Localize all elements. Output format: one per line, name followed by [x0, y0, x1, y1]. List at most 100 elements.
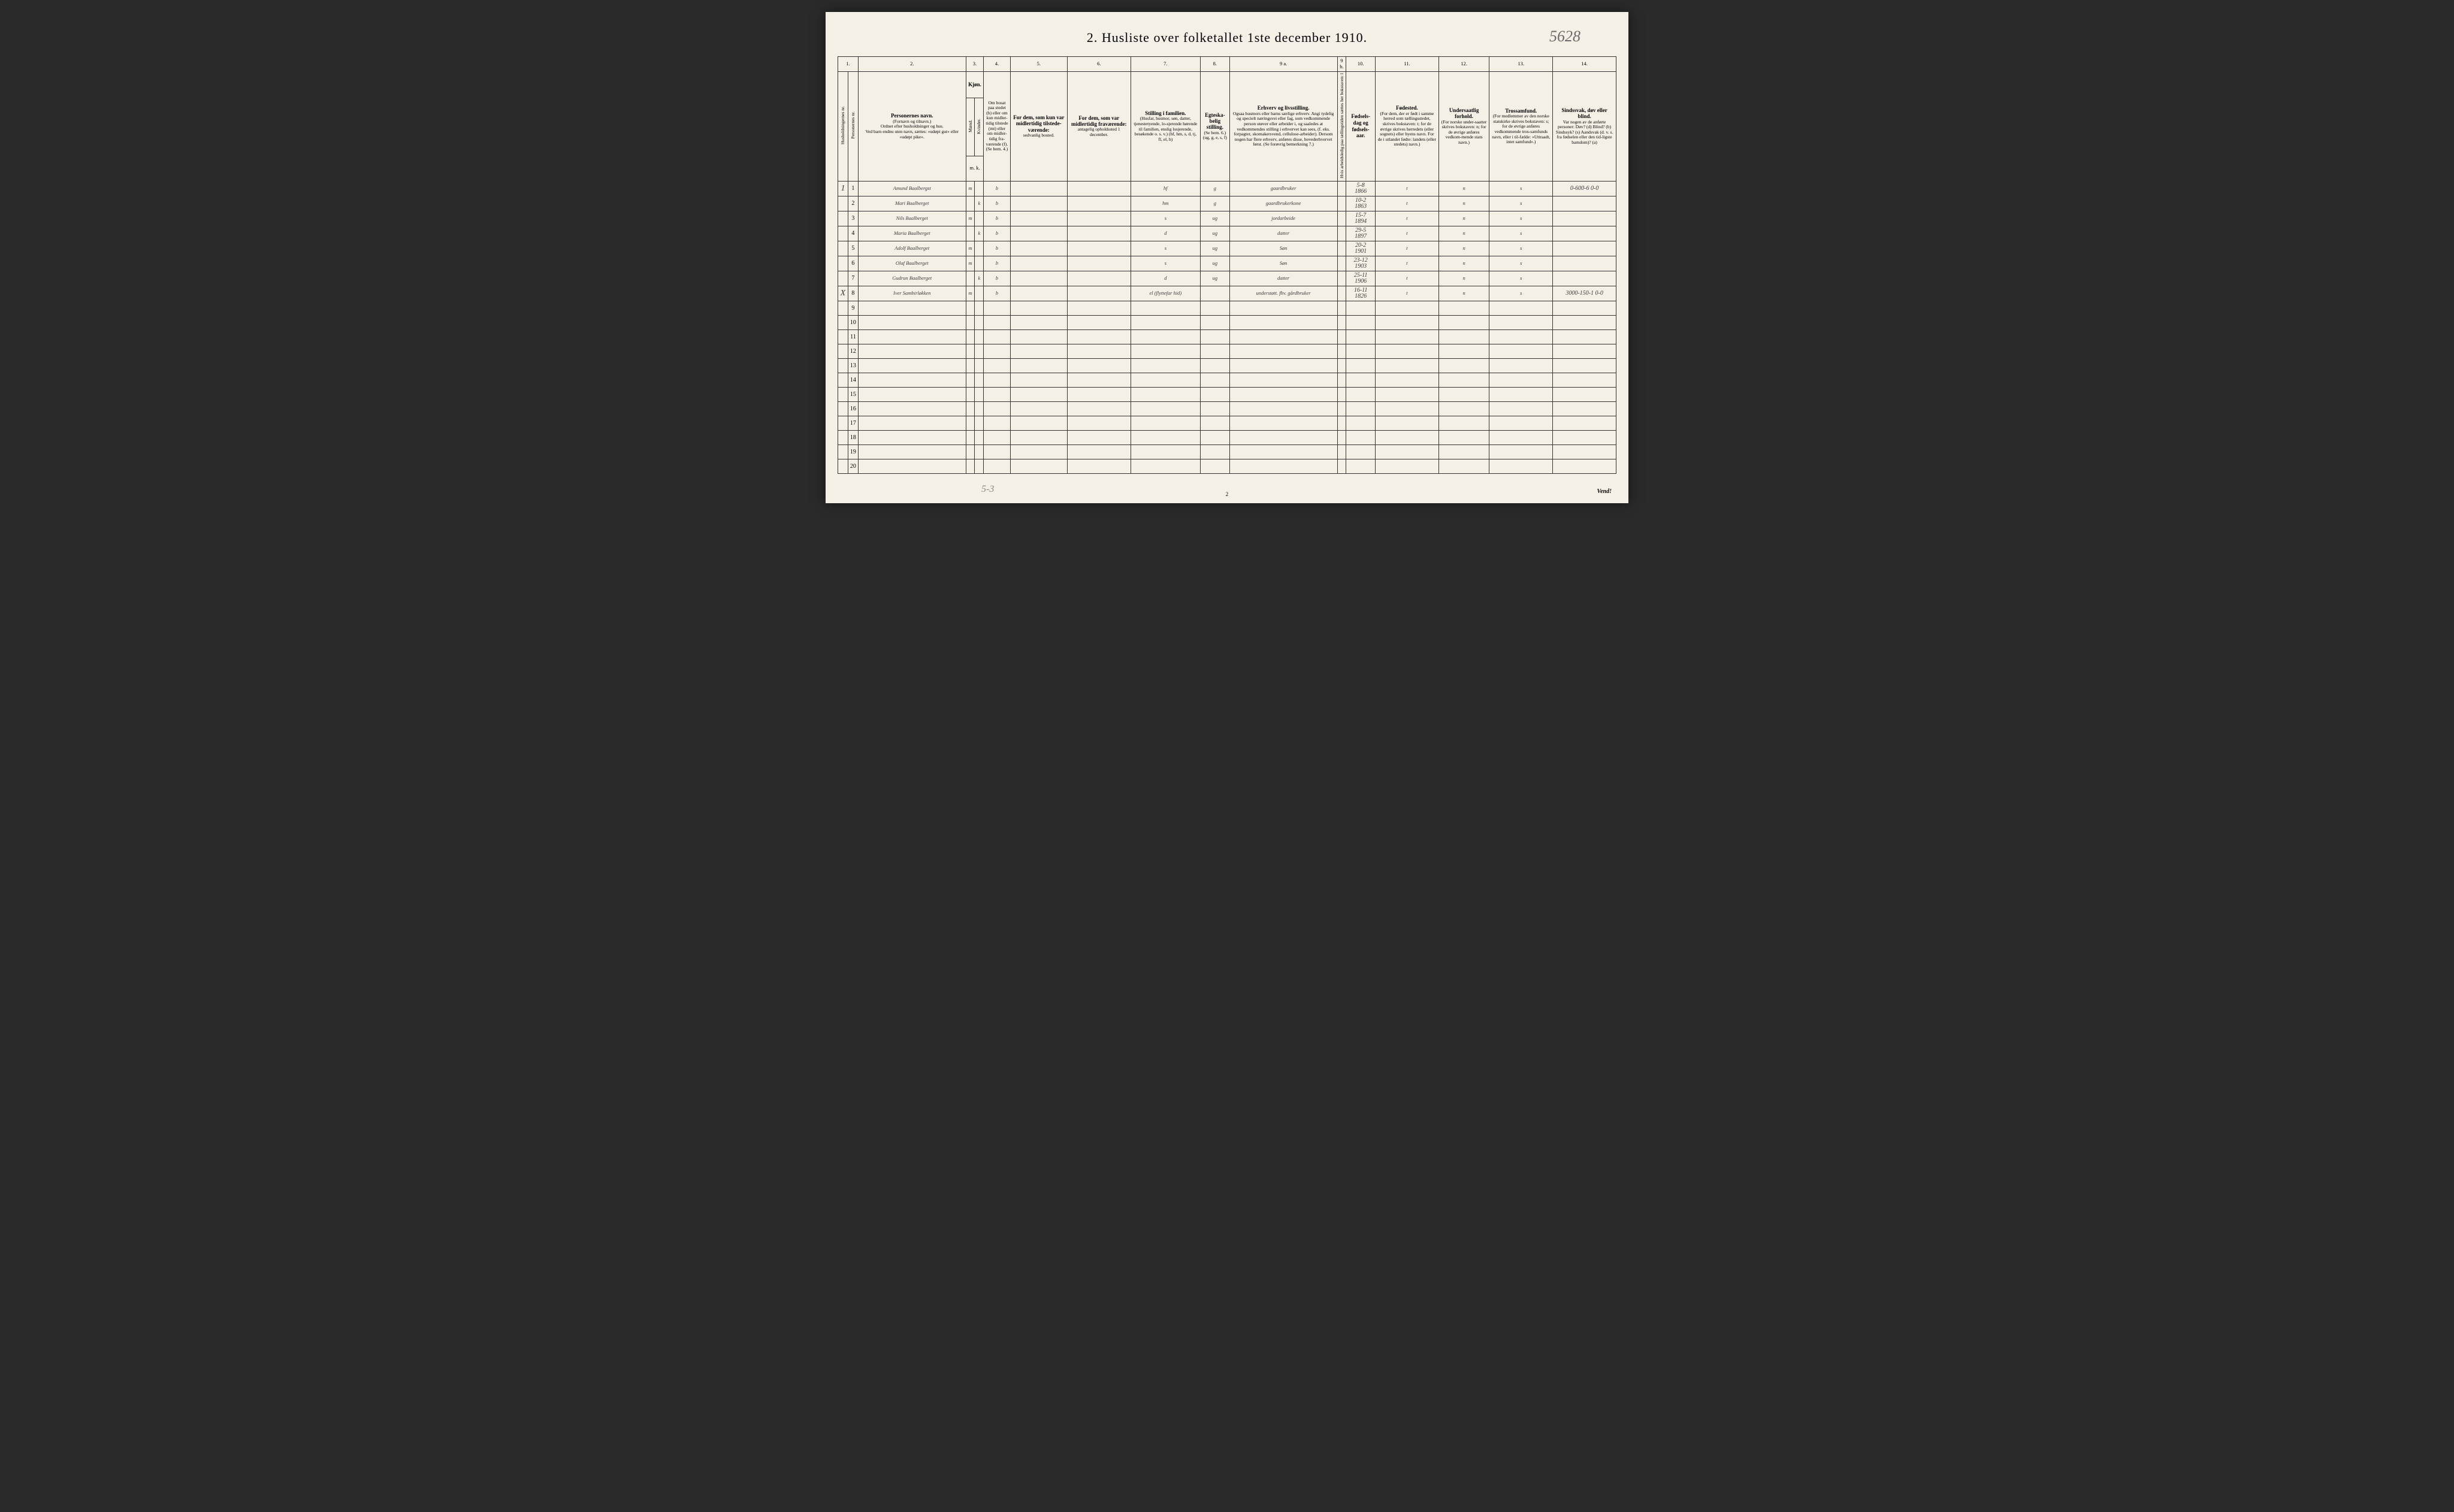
cell-empty [984, 329, 1010, 344]
cell-empty [966, 344, 975, 358]
cell-empty [1337, 416, 1346, 430]
cell-pn: 2 [848, 196, 858, 211]
cell-c9b [1337, 181, 1346, 196]
cell-c12: n [1438, 196, 1489, 211]
colnum: 14. [1553, 57, 1616, 72]
cell-empty [1337, 358, 1346, 373]
cell-empty [1375, 344, 1438, 358]
cell-pn: 17 [848, 416, 858, 430]
cell-empty [1010, 444, 1067, 459]
cell-empty [1337, 401, 1346, 416]
cell-pn: 16 [848, 401, 858, 416]
cell-pn: 11 [848, 329, 858, 344]
cell-empty [984, 444, 1010, 459]
cell-c9b [1337, 241, 1346, 256]
cell-empty [1010, 344, 1067, 358]
cell-hh [838, 315, 848, 329]
cell-empty [966, 416, 975, 430]
cell-hh [838, 271, 848, 286]
cell-c7: s [1131, 256, 1200, 271]
cell-c14 [1553, 196, 1616, 211]
cell-hh [838, 416, 848, 430]
cell-empty [858, 401, 966, 416]
colnum: 4. [984, 57, 1010, 72]
cell-empty [1229, 373, 1337, 387]
cell-c5 [1010, 271, 1067, 286]
cell-sex-m [966, 226, 975, 241]
cell-empty [1337, 344, 1346, 358]
cell-empty [858, 459, 966, 473]
cell-empty [1553, 430, 1616, 444]
cell-c8: ug [1201, 226, 1230, 241]
cell-empty [1131, 315, 1200, 329]
cell-empty [1010, 373, 1067, 387]
table-row: 19 [838, 444, 1616, 459]
cell-empty [1375, 329, 1438, 344]
cell-hh [838, 226, 848, 241]
cell-empty [984, 358, 1010, 373]
cell-name: Amund Baalbergst [858, 181, 966, 196]
cell-empty [1229, 401, 1337, 416]
cell-empty [858, 416, 966, 430]
hdr-c8: Egteska-belig stilling. (Se bem. 6.) (ug… [1201, 71, 1230, 181]
cell-c8: ug [1201, 241, 1230, 256]
cell-empty [1337, 329, 1346, 344]
cell-empty [1131, 430, 1200, 444]
cell-empty [1438, 358, 1489, 373]
cell-c7: d [1131, 226, 1200, 241]
cell-empty [975, 459, 984, 473]
cell-empty [1337, 459, 1346, 473]
cell-empty [1067, 387, 1131, 401]
cell-sex-k [975, 211, 984, 226]
cell-empty [1131, 358, 1200, 373]
cell-pn: 8 [848, 286, 858, 301]
cell-sex-k [975, 181, 984, 196]
cell-empty [1131, 301, 1200, 315]
cell-empty [966, 373, 975, 387]
cell-empty [975, 329, 984, 344]
cell-empty [1201, 459, 1230, 473]
cell-empty [984, 416, 1010, 430]
cell-empty [1201, 430, 1230, 444]
cell-pn: 7 [848, 271, 858, 286]
cell-empty [975, 430, 984, 444]
cell-empty [1553, 459, 1616, 473]
cell-empty [1553, 315, 1616, 329]
cell-c6 [1067, 226, 1131, 241]
cell-c5 [1010, 226, 1067, 241]
cell-empty [1131, 459, 1200, 473]
cell-empty [1201, 401, 1230, 416]
cell-empty [1438, 373, 1489, 387]
colnum: 3. [966, 57, 984, 72]
hdr-sex-foot: m. k. [966, 156, 984, 181]
cell-empty [1067, 315, 1131, 329]
table-header: 1. 2. 3. 4. 5. 6. 7. 8. 9 a. 9 b. 10. 11… [838, 57, 1616, 182]
table-row: 10 [838, 315, 1616, 329]
cell-empty [1375, 430, 1438, 444]
cell-hh [838, 344, 848, 358]
hdr-c6: For dem, som var midlertidig fraværende:… [1067, 71, 1131, 181]
colnum: 11. [1375, 57, 1438, 72]
cell-empty [1067, 430, 1131, 444]
cell-empty [966, 459, 975, 473]
cell-empty [1438, 401, 1489, 416]
colnum-row: 1. 2. 3. 4. 5. 6. 7. 8. 9 a. 9 b. 10. 11… [838, 57, 1616, 72]
colnum: 5. [1010, 57, 1067, 72]
cell-empty [1010, 329, 1067, 344]
cell-name: Olaf Baalberget [858, 256, 966, 271]
cell-empty [1489, 373, 1553, 387]
cell-empty [1067, 358, 1131, 373]
colnum: 2. [858, 57, 966, 72]
cell-empty [1229, 387, 1337, 401]
cell-c9a: gaardbrukerkone [1229, 196, 1337, 211]
cell-c13: s [1489, 196, 1553, 211]
cell-empty [1229, 459, 1337, 473]
cell-empty [1067, 301, 1131, 315]
cell-empty [1489, 444, 1553, 459]
cell-c14 [1553, 226, 1616, 241]
cell-pn: 3 [848, 211, 858, 226]
cell-c11: t [1375, 271, 1438, 286]
table-row: 11Amund Baalbergstmbhfggaardbruker5-8186… [838, 181, 1616, 196]
hdr-c9a: Erhverv og livsstilling. Ogsaa husmors e… [1229, 71, 1337, 181]
colnum: 7. [1131, 57, 1200, 72]
